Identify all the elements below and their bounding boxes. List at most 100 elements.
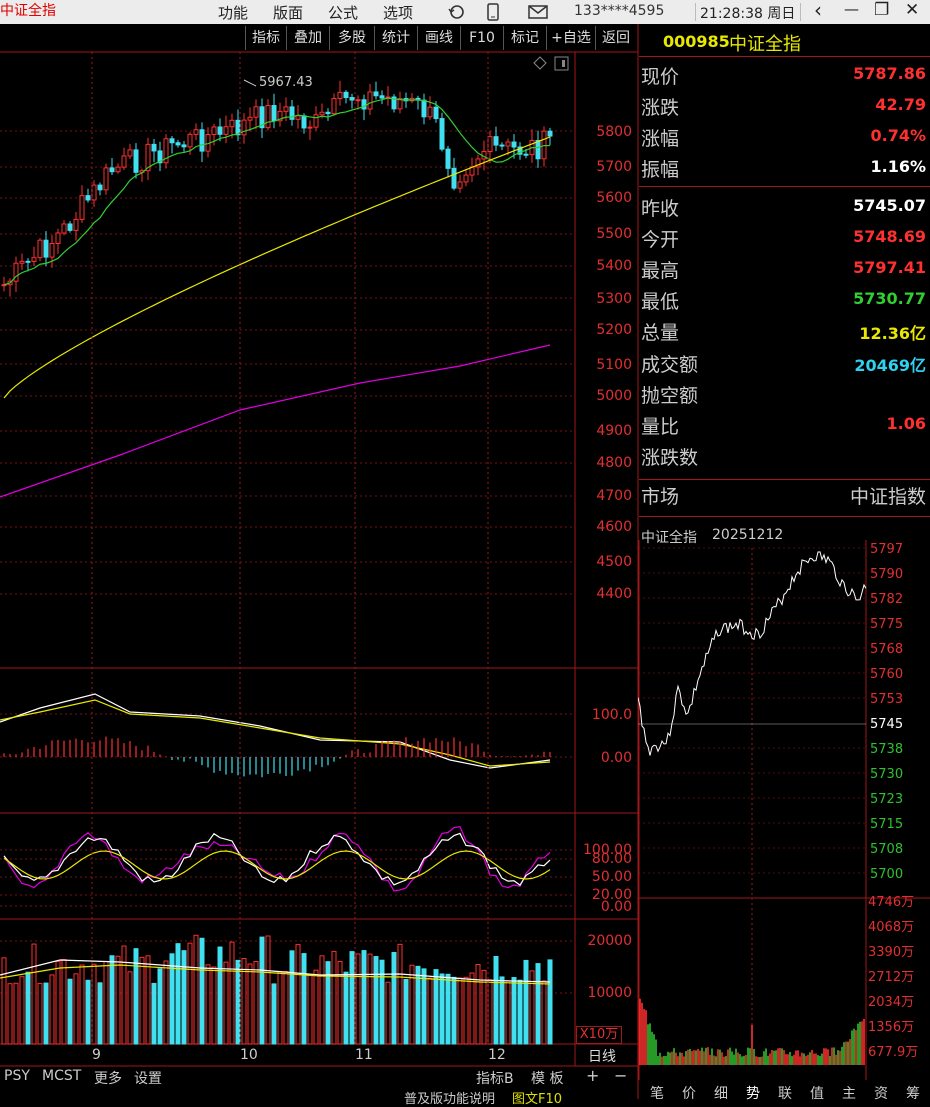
price-tick: 5200 [596,322,632,338]
intraday-tab[interactable]: 主 [842,1086,856,1102]
candle [163,138,169,164]
intraday-tab[interactable]: 细 [714,1086,728,1102]
toolbar-indicator[interactable]: 指标 [245,26,286,50]
toolbar-draw[interactable]: 画线 [417,26,460,50]
menu-function[interactable]: 功能 [218,4,249,22]
intraday-price-tick: 5768 [870,642,904,657]
status-f10[interactable]: 图文F10 [512,1092,563,1107]
candle [199,129,205,152]
candle [505,141,511,147]
intraday-price-tick: 5782 [870,592,904,607]
period-label[interactable]: 日线 [588,1049,616,1065]
market-label: 市场 [641,486,680,508]
template-button[interactable]: 模 板 [531,1071,564,1087]
zoom-in-button[interactable]: + [586,1066,600,1085]
menu-options[interactable]: 选项 [383,4,414,22]
tab-psy[interactable]: PSY [4,1068,30,1084]
back-icon[interactable]: ‹ [814,0,822,22]
indicator-b-button[interactable]: 指标B [476,1071,514,1087]
candle [151,143,157,152]
intraday-title: 中证全指 [641,530,697,546]
menu-layout[interactable]: 版面 [273,4,304,22]
quote-row: 今开 5748.69 [641,223,928,254]
price-tick: 5800 [596,124,632,140]
quote-row-value: 12.36亿 [859,324,926,343]
quote-row-value: 5730.77 [853,289,926,308]
toolbar-stats[interactable]: 统计 [374,26,417,50]
tab-mcst[interactable]: MCST [42,1068,82,1084]
candle [295,115,301,120]
volume-unit: X10万 [576,1026,622,1044]
intraday-volume-tick: 3390万 [868,945,915,960]
restore-icon[interactable]: ❐ [874,0,890,20]
quote-panel: 000985 中证全指 [639,24,930,1099]
mail-icon[interactable] [528,4,548,20]
month-label: 9 [92,1047,101,1063]
intraday-price-tick: 5775 [870,617,904,632]
intraday-tab[interactable]: 联 [778,1086,792,1102]
quote-row: 成交额 20469亿 [641,348,928,379]
status-help[interactable]: 普及版功能说明 [404,1092,496,1107]
toolbar-add-watchlist[interactable]: +自选 [546,26,595,50]
intraday-tab[interactable]: 势 [746,1086,760,1102]
candle [109,167,115,173]
quote-code: 000985 [663,32,730,51]
toolbar-mark[interactable]: 标记 [503,26,546,50]
intraday-tab[interactable]: 值 [810,1086,824,1102]
candle [103,167,109,191]
tab-settings[interactable]: 设置 [134,1071,162,1087]
candle [133,149,139,173]
diamond-icon[interactable] [533,56,547,70]
quote-row-label: 振幅 [641,159,680,181]
candle [19,260,25,264]
price-tick: 4400 [596,586,632,602]
candle [283,106,289,112]
price-tick: 4800 [596,455,632,471]
toolbar-overlay[interactable]: 叠加 [286,26,329,50]
menu-formula[interactable]: 公式 [328,4,359,22]
quote-row-label: 成交额 [641,354,699,376]
refresh-icon[interactable] [448,3,466,21]
quote-row-value: 1.16% [870,157,926,176]
candle [85,195,91,201]
intraday-price-tick: 5738 [870,742,904,757]
candle [511,141,517,148]
candle [79,195,85,220]
quote-row-label: 量比 [641,416,680,438]
close-icon[interactable]: ✕ [905,0,920,20]
macd-tick: 0.00 [600,750,632,766]
phone-icon[interactable] [486,3,500,21]
toolbar-multi-stock[interactable]: 多股 [329,26,374,50]
candle [145,143,151,172]
intraday-tab[interactable]: 笔 [650,1086,664,1102]
account-label[interactable]: 133****4595 [574,3,665,19]
candle [319,111,325,116]
candle [427,106,433,118]
candle [541,130,547,160]
candle [349,97,355,101]
toolbar-f10[interactable]: F10 [460,26,503,50]
intraday-tab[interactable]: 价 [682,1086,696,1102]
candle [121,155,127,168]
intraday-chart[interactable] [638,540,930,1085]
quote-row-label: 最高 [641,260,680,282]
candle [331,98,337,115]
zoom-out-button[interactable]: − [614,1066,628,1085]
candle [367,91,373,110]
intraday-price-tick: 5723 [870,792,904,807]
quote-row-label: 总量 [641,322,680,344]
panel-toggle-icon[interactable] [554,56,569,71]
toolbar-return[interactable]: 返回 [595,26,636,50]
candle [355,99,361,102]
intraday-volume-tick: 2034万 [868,995,915,1010]
intraday-tab[interactable]: 资 [874,1086,888,1102]
tab-more[interactable]: 更多 [94,1071,122,1087]
quote-row: 抛空额 [641,379,928,410]
intraday-tab[interactable]: 筹 [906,1086,920,1102]
minimize-icon[interactable]: — [844,0,859,18]
kline-chart-area[interactable] [0,0,640,1099]
candle [499,144,505,147]
candle [265,105,271,129]
quote-row-label: 昨收 [641,198,680,220]
title-bar: 中证全指 功能 版面 公式 选项 133****4595 21:28:38 周日… [0,0,930,24]
